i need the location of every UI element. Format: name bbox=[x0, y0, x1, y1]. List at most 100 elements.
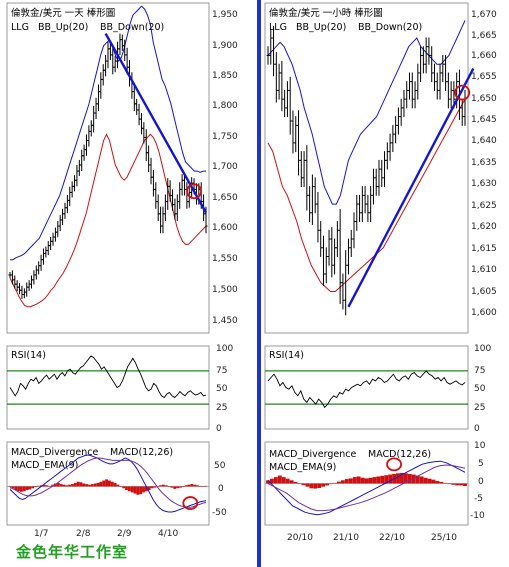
d-macd-divergence-bar bbox=[116, 484, 120, 487]
daily-x-tick: 2/8 bbox=[76, 529, 91, 539]
h-highlight-circle bbox=[454, 84, 471, 101]
d-macd-divergence-bar bbox=[204, 485, 208, 487]
d-macd-divergence-bar bbox=[14, 486, 18, 491]
daily-x-tick: 4/10 bbox=[158, 529, 178, 539]
d-macd-divergence-bar bbox=[25, 486, 29, 491]
h-macd-divergence-bar bbox=[459, 483, 463, 486]
d-macd-divergence-bar bbox=[42, 484, 46, 487]
h-macd-divergence-bar bbox=[309, 483, 314, 489]
h-macd-divergence-bar bbox=[443, 482, 448, 484]
d-macd-divergence-bar bbox=[190, 484, 194, 487]
h-macd-divergence-bar bbox=[321, 483, 326, 487]
d-highlight-circle bbox=[186, 183, 202, 200]
hourly-macd-tick: 0 bbox=[478, 477, 484, 487]
h-macd-divergence-bar bbox=[313, 483, 318, 489]
h-macd-divergence-bar bbox=[344, 479, 349, 484]
d-macd-divergence-bar bbox=[173, 486, 177, 489]
daily-y-tick: 1,750 bbox=[212, 132, 238, 142]
hourly-price-frame bbox=[264, 2, 469, 334]
h-macd-divergence-bar bbox=[305, 483, 310, 487]
d-macd-divergence-bar bbox=[90, 484, 94, 487]
hourly-x-ticks: 20/10 21/10 22/10 25/10 bbox=[287, 533, 457, 543]
daily-y-tick: 1,950 bbox=[212, 10, 238, 20]
h-macd-divergence-bar bbox=[439, 481, 444, 484]
h-macd-divergence-bar bbox=[293, 481, 298, 484]
h-macd-divergence-bar bbox=[376, 476, 381, 484]
d-macd-divergence-bar bbox=[102, 480, 106, 487]
h-bb-down-line bbox=[267, 98, 466, 292]
d-rsi-line bbox=[9, 355, 207, 399]
d-macd-divergence-bar bbox=[179, 486, 182, 488]
d-macd-divergence-bar bbox=[31, 486, 35, 489]
daily-legend-bb-up: BB_Up(20) bbox=[38, 22, 88, 33]
h-macd-divergence-bar bbox=[333, 482, 337, 484]
hourly-y-tick: 1,615 bbox=[471, 244, 497, 254]
d-macd-divergence-bar bbox=[176, 486, 179, 489]
h-macd-divergence-bar bbox=[281, 477, 286, 484]
d-macd-divergence-bar bbox=[159, 485, 162, 487]
h-macd-line bbox=[267, 460, 466, 516]
daily-rsi-tick: 25 bbox=[216, 403, 227, 413]
h-macd-divergence-bar bbox=[336, 481, 341, 484]
daily-legend-bb-down: BB_Down(20) bbox=[100, 22, 164, 33]
d-macd-divergence-bar bbox=[76, 481, 80, 487]
d-macd-divergence-bar bbox=[108, 480, 111, 487]
d-macd-divergence-bar bbox=[28, 486, 32, 490]
hourly-legend-bb-up: BB_Up(20) bbox=[296, 22, 346, 33]
d-macd-divergence-bar bbox=[201, 486, 205, 488]
daily-rsi-tick: 75 bbox=[216, 366, 227, 376]
hourly-y-tick: 1,650 bbox=[471, 94, 497, 104]
d-macd-divergence-bar bbox=[88, 484, 91, 487]
d-macd-divergence-bar bbox=[48, 485, 52, 487]
d-macd-divergence-bar bbox=[161, 484, 165, 487]
hourly-x-tick: 20/10 bbox=[287, 533, 313, 543]
h-macd-divergence-bar bbox=[447, 483, 452, 485]
daily-legend-llg: LLG bbox=[11, 22, 29, 33]
h-macd-divergence-bar bbox=[297, 483, 302, 485]
d-macd-divergence-bar bbox=[170, 486, 174, 488]
hourly-y-tick: 1,640 bbox=[471, 136, 497, 146]
hourly-rsi-tick: 75 bbox=[474, 366, 485, 376]
panel-divider bbox=[257, 0, 261, 567]
hourly-chart-title: 倫敦金/美元 一小時 棒形圖 bbox=[269, 7, 383, 19]
d-macd-divergence-bar bbox=[73, 482, 77, 487]
h-macd-divergence-bar bbox=[423, 477, 428, 484]
daily-rsi-tick: 100 bbox=[216, 344, 233, 354]
hourly-y-tick: 1,605 bbox=[471, 287, 497, 297]
hourly-macd-tick: -5 bbox=[474, 494, 483, 504]
h-macd-divergence-bar bbox=[419, 476, 424, 484]
daily-y-tick: 1,500 bbox=[212, 285, 238, 295]
h-macd-divergence-bar bbox=[273, 477, 278, 484]
hourly-x-tick: 21/10 bbox=[333, 533, 359, 543]
daily-y-tick: 1,900 bbox=[212, 41, 238, 51]
daily-rsi-tick: 0 bbox=[216, 424, 222, 434]
d-macd-divergence-bar bbox=[99, 481, 103, 487]
d-macd-highlight-circle bbox=[182, 496, 199, 510]
d-macd-divergence-bar bbox=[68, 484, 72, 487]
daily-y-tick: 1,800 bbox=[212, 101, 238, 111]
d-macd-divergence-bar bbox=[127, 486, 131, 492]
hourly-y-tick: 1,600 bbox=[471, 308, 497, 318]
d-macd-divergence-bar bbox=[113, 482, 117, 487]
hourly-macd-tick: -10 bbox=[470, 511, 485, 521]
h-macd-divergence-bar bbox=[266, 480, 270, 484]
d-macd-divergence-bar bbox=[56, 482, 60, 487]
daily-y-tick: 1,600 bbox=[212, 223, 238, 233]
hourly-rsi-tick: 0 bbox=[474, 424, 480, 434]
daily-macd-label: MACD(12,26) bbox=[110, 447, 173, 458]
d-macd-divergence-bar bbox=[167, 486, 171, 488]
h-macd-divergence-bar bbox=[431, 479, 436, 484]
d-macd-divergence-bar bbox=[181, 486, 185, 488]
daily-rsi-tick: 50 bbox=[216, 384, 228, 394]
daily-chart: 1,950 1,900 1,850 1,800 1,750 1,700 1,65… bbox=[6, 2, 238, 539]
d-macd-divergence-bar bbox=[8, 486, 12, 488]
d-macd-divergence-bar bbox=[71, 484, 74, 487]
daily-y-tick: 1,550 bbox=[212, 254, 238, 264]
h-macd-divergence-bar bbox=[368, 477, 373, 484]
hourly-rsi-tick: 50 bbox=[474, 384, 486, 394]
d-macd-divergence-bar bbox=[85, 484, 89, 487]
daily-rsi-frame bbox=[6, 345, 210, 430]
h-macd-divergence-bar bbox=[435, 480, 440, 484]
h-macd-divergence-bar bbox=[340, 480, 345, 484]
d-macd-divergence-bar bbox=[142, 486, 145, 493]
